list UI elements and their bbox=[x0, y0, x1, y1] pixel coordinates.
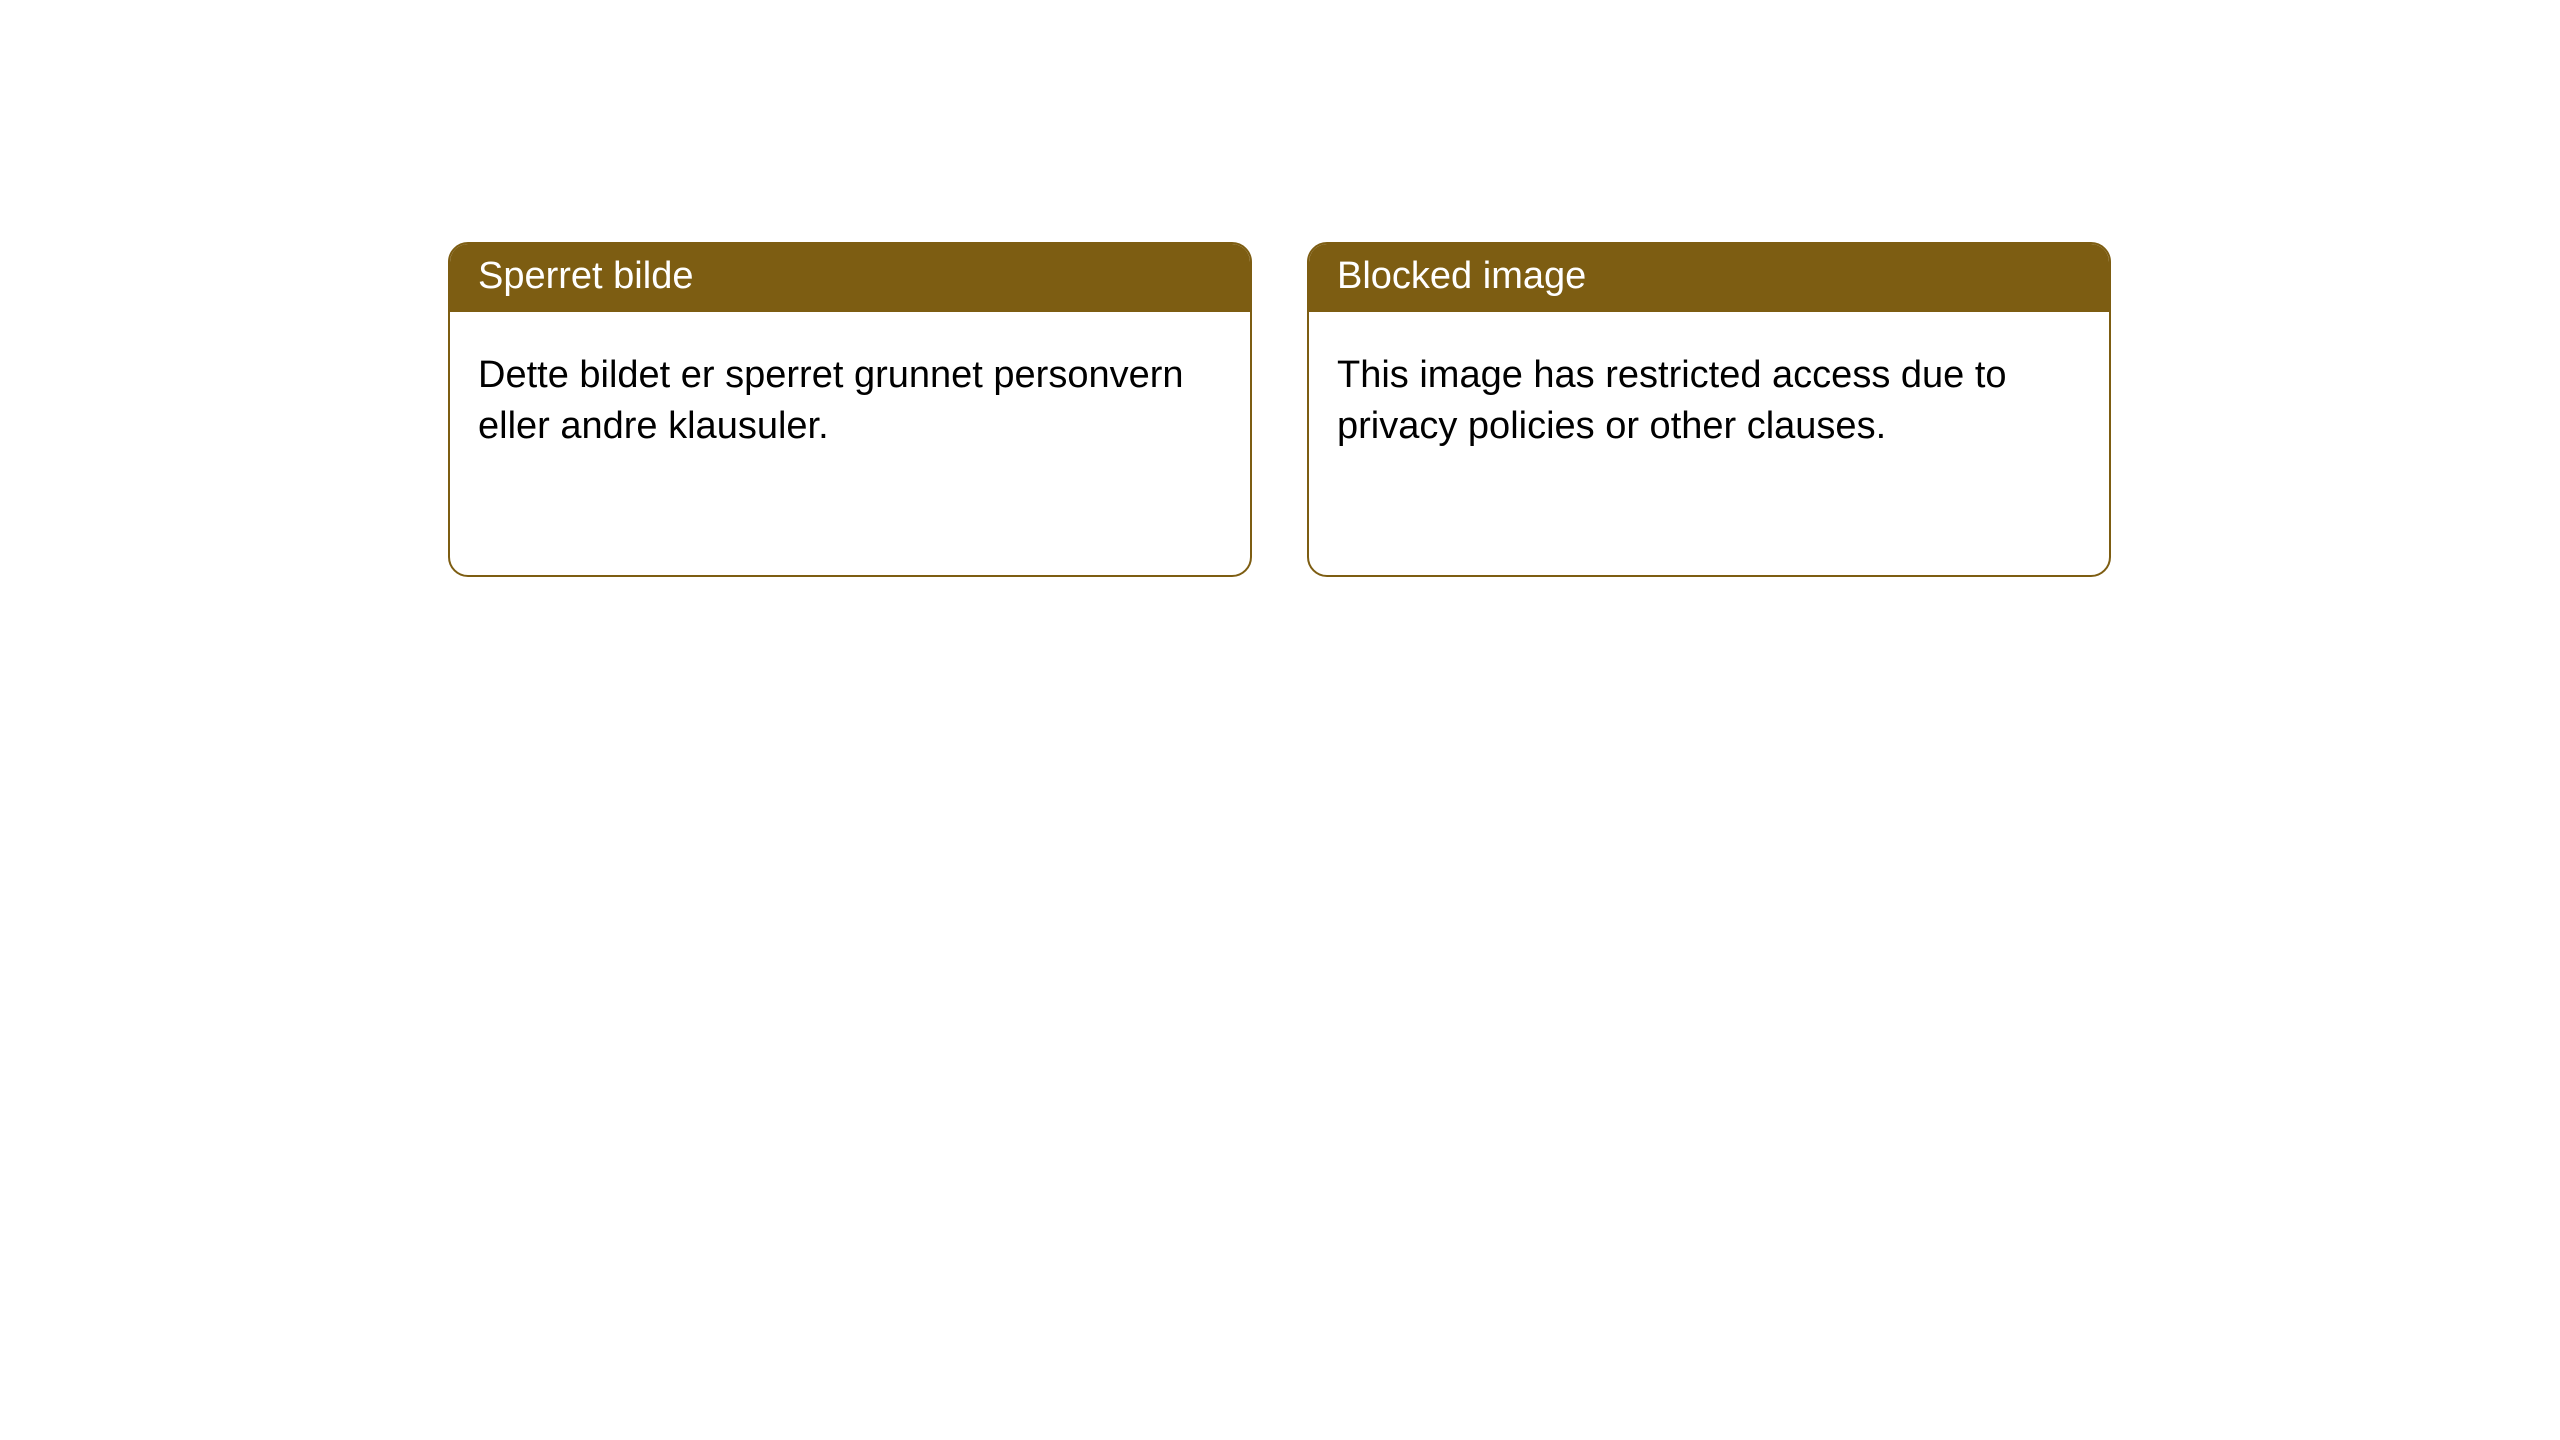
blocked-image-card-en: Blocked image This image has restricted … bbox=[1307, 242, 2111, 577]
cards-container: Sperret bilde Dette bildet er sperret gr… bbox=[0, 0, 2560, 577]
blocked-image-card-no: Sperret bilde Dette bildet er sperret gr… bbox=[448, 242, 1252, 577]
card-body: This image has restricted access due to … bbox=[1309, 312, 2109, 481]
card-title: Sperret bilde bbox=[450, 244, 1250, 312]
card-title: Blocked image bbox=[1309, 244, 2109, 312]
card-body: Dette bildet er sperret grunnet personve… bbox=[450, 312, 1250, 481]
